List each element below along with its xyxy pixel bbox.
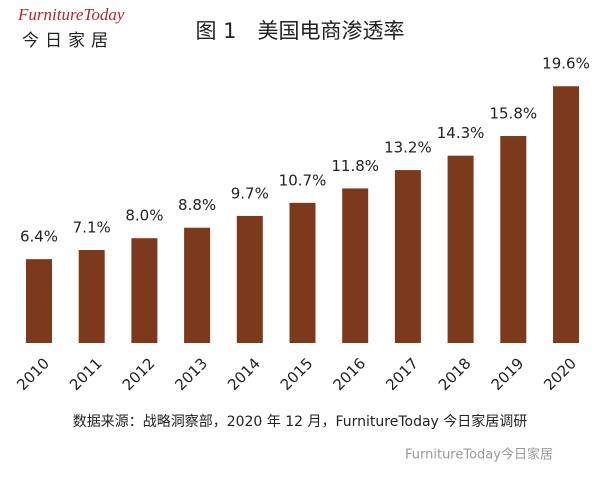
x-tick-label: 2013 — [171, 354, 211, 394]
bar — [342, 188, 369, 343]
x-tick-label: 2017 — [382, 354, 422, 394]
value-label: 8.0% — [125, 207, 163, 225]
bar — [236, 215, 263, 343]
x-tick-label: 2016 — [329, 354, 369, 394]
value-label: 8.8% — [178, 196, 216, 214]
x-tick-label: 2019 — [488, 354, 528, 394]
source-note: 数据来源：战略洞察部，2020 年 12 月，FurnitureToday 今日… — [73, 413, 528, 430]
value-label: 7.1% — [73, 218, 111, 236]
bar — [289, 202, 316, 343]
chart-title: 图 1 美国电商渗透率 — [195, 19, 404, 43]
x-tick-label: 2014 — [224, 354, 264, 394]
logo: FurnitureToday — [17, 5, 125, 24]
bar — [131, 238, 158, 343]
bar — [447, 155, 474, 343]
x-tick-label: 2020 — [540, 354, 580, 394]
x-tick-label: 2010 — [13, 354, 53, 394]
x-tick-label: 2011 — [66, 354, 106, 394]
value-label: 10.7% — [279, 171, 327, 189]
bar — [78, 249, 105, 343]
x-tick-label: 2012 — [119, 354, 159, 394]
value-label: 14.3% — [437, 124, 485, 142]
x-tick-label: 2015 — [277, 354, 317, 394]
bar — [553, 86, 579, 344]
bar — [394, 170, 421, 343]
bar — [26, 259, 52, 343]
watermark: FurnitureToday今日家居 — [405, 447, 553, 463]
bar — [500, 136, 527, 343]
value-label: 19.6% — [542, 55, 590, 73]
bar — [184, 227, 211, 343]
value-label: 6.4% — [20, 228, 58, 246]
value-label: 9.7% — [231, 184, 269, 202]
value-label: 11.8% — [331, 157, 379, 175]
logo-subtitle: 今日家居 — [22, 31, 114, 51]
value-label: 15.8% — [489, 105, 537, 123]
value-label: 13.2% — [384, 139, 432, 157]
x-tick-label: 2018 — [435, 354, 475, 394]
